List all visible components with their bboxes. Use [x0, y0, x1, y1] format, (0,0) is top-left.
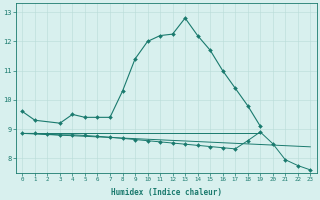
- X-axis label: Humidex (Indice chaleur): Humidex (Indice chaleur): [111, 188, 222, 197]
